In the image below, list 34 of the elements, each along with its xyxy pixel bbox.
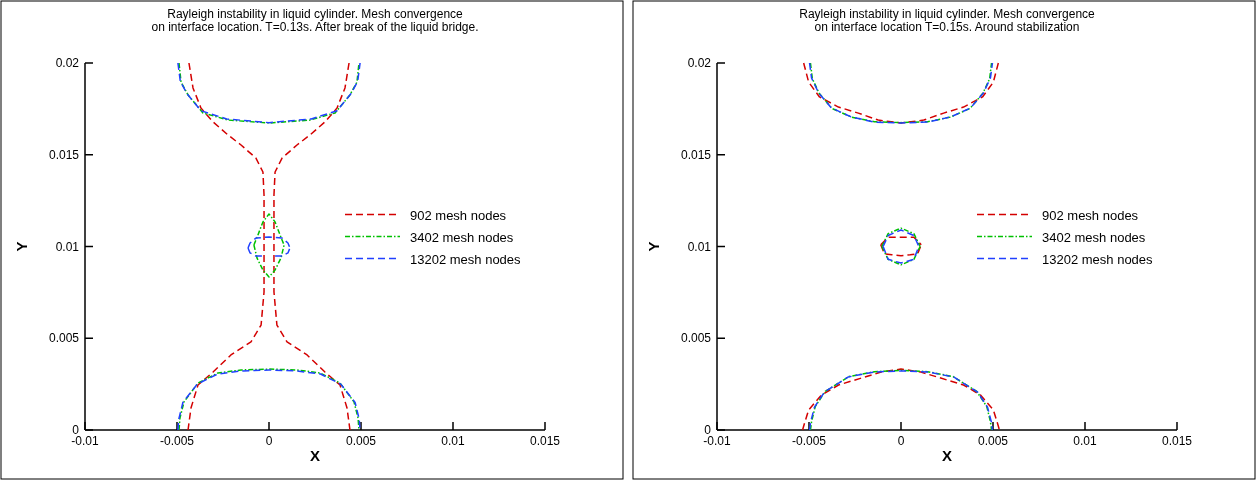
y-tick-label: 0.005 bbox=[680, 331, 712, 346]
x-tick-label: -0.01 bbox=[71, 434, 99, 448]
x-tick-label: 0.01 bbox=[441, 434, 465, 448]
x-tick-label: 0.015 bbox=[529, 434, 561, 448]
x-tick-label: -0.005 bbox=[791, 434, 827, 448]
y-tick-label: 0.02 bbox=[687, 56, 712, 70]
legend-label: 902 mesh nodes bbox=[1042, 207, 1139, 223]
y-tick-label: 0 bbox=[704, 423, 712, 437]
y-tick-label: 0.015 bbox=[48, 147, 80, 162]
x-tick-label: -0.01 bbox=[703, 434, 731, 448]
x-tick-label: -0.005 bbox=[159, 434, 195, 448]
x-tick-label: 0.005 bbox=[977, 434, 1009, 448]
legend-label: 902 mesh nodes bbox=[410, 207, 507, 223]
x-axis-title: X bbox=[941, 447, 953, 464]
x-tick-label: 0 bbox=[897, 434, 905, 448]
y-tick-label: 0 bbox=[72, 423, 80, 437]
y-tick-label: 0.02 bbox=[55, 56, 80, 70]
x-tick-label: 0.01 bbox=[1073, 434, 1097, 448]
y-tick-label: 0.005 bbox=[48, 331, 80, 346]
legend-label: 13202 mesh nodes bbox=[410, 251, 522, 267]
y-axis-title: Y bbox=[13, 241, 30, 252]
y-tick-label: 0.015 bbox=[680, 147, 712, 162]
x-axis-title: X bbox=[309, 447, 321, 464]
legend-label: 13202 mesh nodes bbox=[1042, 251, 1154, 267]
legend-label: 3402 mesh nodes bbox=[410, 229, 514, 245]
legend-label: 3402 mesh nodes bbox=[1042, 229, 1146, 245]
chart-title: Rayleigh instability in liquid cylinder. Mesh convergence on interface location T=0.15s. Around stabilization bbox=[799, 7, 1096, 34]
y-axis-title: Y bbox=[645, 241, 662, 252]
chart-title: Rayleigh instability in liquid cylinder. Mesh convergence on interface location. T=0.13s. After break of the liquid bridge. bbox=[151, 7, 479, 34]
x-tick-label: 0.015 bbox=[1161, 434, 1193, 448]
x-tick-label: 0 bbox=[265, 434, 273, 448]
y-tick-label: 0.01 bbox=[55, 239, 80, 254]
y-tick-label: 0.01 bbox=[687, 239, 712, 254]
x-tick-label: 0.005 bbox=[345, 434, 377, 448]
